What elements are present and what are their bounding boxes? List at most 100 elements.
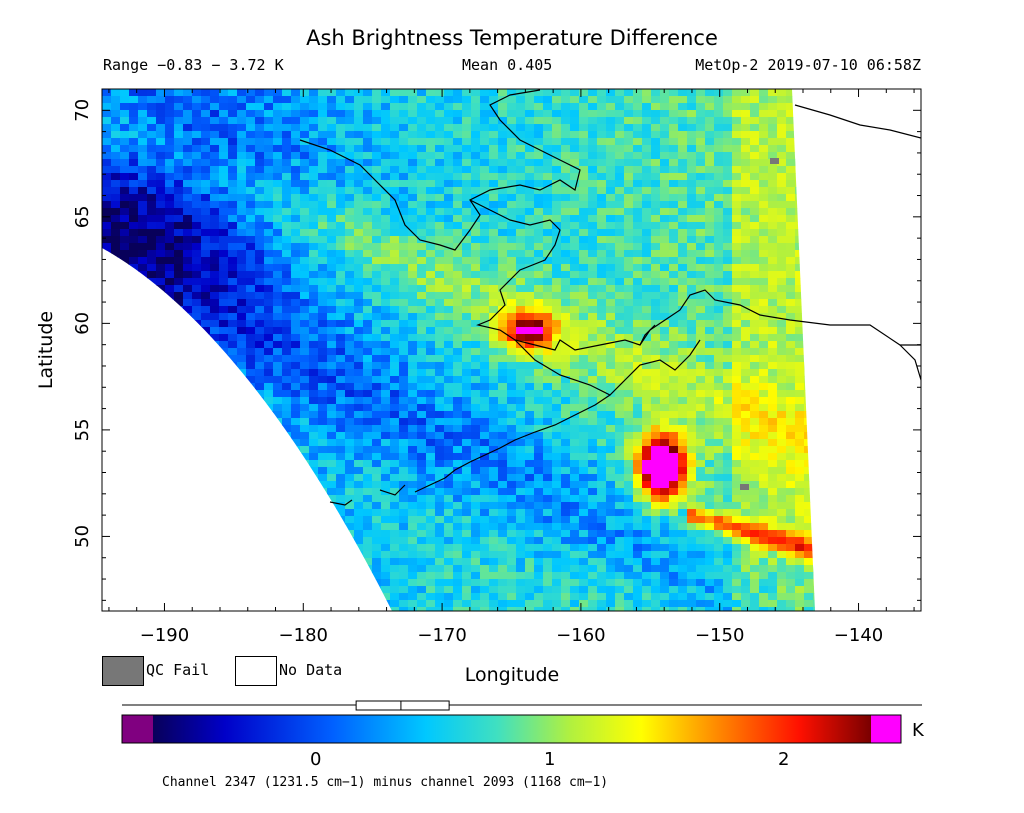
data-pixel (768, 453, 778, 461)
data-pixel (597, 194, 607, 202)
data-pixel (426, 313, 436, 321)
data-pixel (624, 320, 634, 328)
data-pixel (399, 397, 409, 405)
data-pixel (570, 145, 580, 153)
data-pixel (516, 236, 526, 244)
data-pixel (660, 313, 670, 321)
data-pixel (201, 446, 211, 454)
data-pixel (534, 194, 544, 202)
data-pixel (444, 509, 454, 517)
data-pixel (318, 180, 328, 188)
data-pixel (633, 348, 643, 356)
data-pixel (444, 502, 454, 510)
data-pixel (687, 432, 697, 440)
data-pixel (678, 432, 688, 440)
data-pixel (246, 495, 256, 503)
data-pixel (309, 229, 319, 237)
data-pixel (552, 334, 562, 342)
data-pixel (246, 166, 256, 174)
data-pixel (192, 201, 202, 209)
data-pixel (597, 320, 607, 328)
data-pixel (480, 516, 490, 524)
data-pixel (129, 481, 139, 489)
data-pixel (417, 194, 427, 202)
data-pixel (624, 285, 634, 293)
data-pixel (318, 397, 328, 405)
data-pixel (480, 362, 490, 370)
data-pixel (273, 194, 283, 202)
data-pixel (183, 467, 193, 475)
data-pixel (525, 341, 535, 349)
data-pixel (399, 376, 409, 384)
data-pixel (462, 355, 472, 363)
data-pixel (462, 474, 472, 482)
data-pixel (786, 397, 796, 405)
data-pixel (192, 467, 202, 475)
data-pixel (174, 446, 184, 454)
data-pixel (372, 138, 382, 146)
data-pixel (237, 215, 247, 223)
data-pixel (453, 152, 463, 160)
data-pixel (786, 425, 796, 433)
data-pixel (642, 229, 652, 237)
data-pixel (246, 383, 256, 391)
data-pixel (381, 369, 391, 377)
data-pixel (597, 278, 607, 286)
data-pixel (795, 145, 805, 153)
data-pixel (363, 103, 373, 111)
data-pixel (381, 278, 391, 286)
data-pixel (705, 348, 715, 356)
data-pixel (687, 103, 697, 111)
data-pixel (462, 110, 472, 118)
data-pixel (813, 432, 815, 440)
data-pixel (633, 145, 643, 153)
data-pixel (498, 229, 508, 237)
data-pixel (516, 453, 526, 461)
data-pixel (426, 327, 436, 335)
data-pixel (759, 243, 769, 251)
data-pixel (777, 327, 787, 335)
data-pixel (741, 257, 751, 265)
data-pixel (525, 124, 535, 132)
data-pixel (345, 306, 355, 314)
data-pixel (723, 369, 733, 377)
data-pixel (813, 215, 815, 223)
data-pixel (408, 215, 418, 223)
data-pixel (705, 243, 715, 251)
data-pixel (336, 439, 346, 447)
data-pixel (525, 243, 535, 251)
data-pixel (732, 369, 742, 377)
data-pixel (642, 355, 652, 363)
data-pixel (246, 467, 256, 475)
data-pixel (750, 327, 760, 335)
data-pixel (192, 348, 202, 356)
data-pixel (606, 89, 616, 97)
data-pixel (471, 117, 481, 125)
data-pixel (147, 488, 157, 496)
data-pixel (138, 271, 148, 279)
data-pixel (426, 243, 436, 251)
data-pixel (570, 516, 580, 524)
data-pixel (408, 488, 418, 496)
data-pixel (381, 264, 391, 272)
data-pixel (768, 264, 778, 272)
data-pixel (237, 187, 247, 195)
data-pixel (363, 243, 373, 251)
data-pixel (336, 229, 346, 237)
data-pixel (219, 306, 229, 314)
data-pixel (345, 376, 355, 384)
data-pixel (444, 138, 454, 146)
data-pixel (534, 264, 544, 272)
data-pixel (462, 299, 472, 307)
data-pixel (579, 250, 589, 258)
data-pixel (183, 159, 193, 167)
data-pixel (147, 397, 157, 405)
data-pixel (498, 502, 508, 510)
data-pixel (489, 474, 499, 482)
data-pixel (309, 166, 319, 174)
data-pixel (705, 222, 715, 230)
data-pixel (633, 110, 643, 118)
data-pixel (174, 516, 184, 524)
data-pixel (291, 460, 301, 468)
data-pixel (669, 362, 679, 370)
